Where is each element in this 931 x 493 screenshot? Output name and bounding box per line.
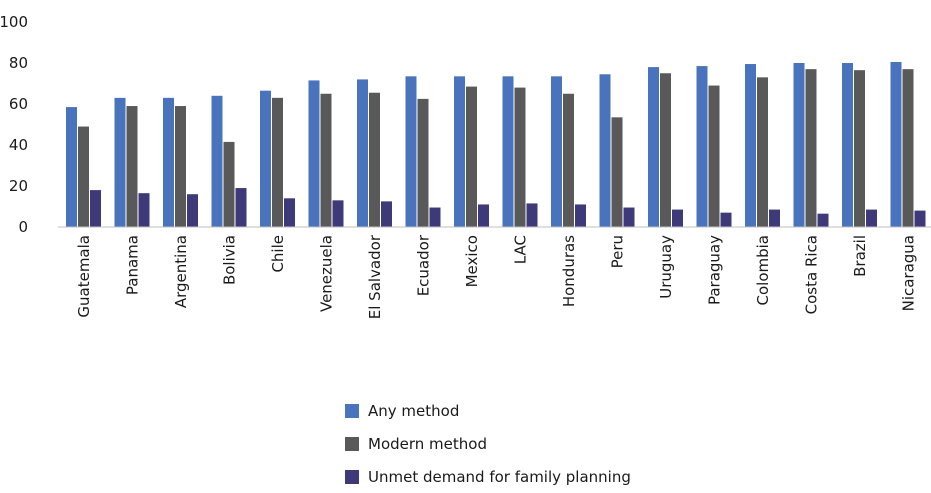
bar <box>793 63 805 227</box>
bar <box>805 69 817 228</box>
bar <box>854 70 865 227</box>
bar <box>66 107 77 227</box>
x-category-label: Bolivia <box>221 235 239 285</box>
bar <box>320 93 332 227</box>
bar <box>175 106 186 227</box>
bar <box>381 201 392 227</box>
bar <box>187 194 198 227</box>
bar <box>235 188 247 227</box>
bar <box>769 209 780 227</box>
x-category-label: Mexico <box>463 235 481 287</box>
x-category-label: Honduras <box>560 235 578 307</box>
bar <box>696 66 708 227</box>
bar <box>357 79 368 228</box>
x-category-label: Panama <box>124 235 142 295</box>
bar <box>284 198 295 227</box>
x-category-label: Uruguay <box>657 235 675 299</box>
x-category-label: Argentina <box>172 235 190 308</box>
bar <box>551 76 562 227</box>
bar-chart: 0 20 40 60 80 100 Guatemala Panama Argentina Bol… <box>0 13 931 319</box>
bar <box>514 87 526 227</box>
bar-series-group <box>66 61 926 228</box>
bar <box>526 203 538 227</box>
legend: Any method Modern method Unmet demand fo… <box>345 394 631 493</box>
bar <box>708 85 720 227</box>
bar <box>672 209 683 227</box>
y-tick-label: 0 <box>18 218 28 236</box>
y-tick-label: 80 <box>9 54 28 72</box>
bar <box>478 204 489 227</box>
y-tick-label: 40 <box>9 136 28 154</box>
bar <box>757 77 768 227</box>
bar <box>417 98 429 227</box>
y-tick-label: 100 <box>0 13 28 31</box>
bar <box>660 73 671 227</box>
bar <box>90 190 101 227</box>
bar <box>78 126 89 227</box>
legend-swatch-any-method <box>345 403 359 418</box>
bar <box>842 63 853 227</box>
x-category-label: Venezuela <box>318 235 336 312</box>
bar <box>211 95 223 227</box>
x-category-label: Paraguay <box>706 235 724 305</box>
bar <box>611 117 623 227</box>
y-axis-ticks: 0 20 40 60 80 100 <box>0 13 28 236</box>
bar <box>890 61 902 227</box>
bar <box>563 93 574 227</box>
legend-label: Any method <box>368 401 460 420</box>
legend-item-modern-method: Modern method <box>345 427 631 460</box>
bar <box>405 76 417 227</box>
legend-label: Modern method <box>368 434 487 453</box>
bar <box>466 86 477 227</box>
bar <box>623 207 635 227</box>
bar <box>429 207 441 227</box>
x-category-label: Chile <box>269 235 287 273</box>
bar <box>902 69 914 228</box>
bar <box>454 76 465 227</box>
bar <box>272 97 283 227</box>
bar <box>575 204 586 227</box>
x-axis-category-labels: Guatemala Panama Argentina Bolivia Chile Vene… <box>75 234 918 319</box>
x-category-label: Nicaragua <box>900 235 918 311</box>
legend-swatch-unmet-demand <box>345 469 359 484</box>
x-category-label: Ecuador <box>415 234 433 296</box>
x-category-label: Brazil <box>851 235 869 277</box>
bar <box>817 213 829 227</box>
bar <box>308 80 320 227</box>
x-category-label: El Salvador <box>366 234 384 319</box>
bar <box>223 141 235 227</box>
bar <box>138 193 150 227</box>
legend-swatch-modern-method <box>345 436 359 451</box>
bar <box>260 90 271 227</box>
x-category-label: LAC <box>512 235 530 264</box>
x-category-label: Costa Rica <box>803 235 821 314</box>
bar <box>720 212 732 227</box>
bar <box>648 67 659 227</box>
bar <box>332 200 344 227</box>
bar <box>163 97 174 227</box>
legend-item-any-method: Any method <box>345 394 631 427</box>
y-tick-label: 20 <box>9 177 28 195</box>
bar <box>369 92 380 227</box>
bar <box>745 64 756 228</box>
bar <box>502 76 514 227</box>
legend-item-unmet-demand: Unmet demand for family planning <box>345 460 631 493</box>
bar <box>114 97 126 227</box>
legend-label: Unmet demand for family planning <box>368 467 631 486</box>
x-category-label: Colombia <box>754 235 772 306</box>
bar <box>914 210 926 227</box>
y-tick-label: 60 <box>9 95 28 113</box>
bar <box>599 74 611 228</box>
bar <box>126 106 138 227</box>
x-category-label: Peru <box>609 235 627 268</box>
bar <box>866 209 877 227</box>
x-category-label: Guatemala <box>75 235 93 318</box>
